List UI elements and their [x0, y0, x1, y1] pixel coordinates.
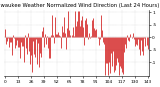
Title: Milwaukee Weather Normalized Wind Direction (Last 24 Hours): Milwaukee Weather Normalized Wind Direct… — [0, 3, 160, 8]
